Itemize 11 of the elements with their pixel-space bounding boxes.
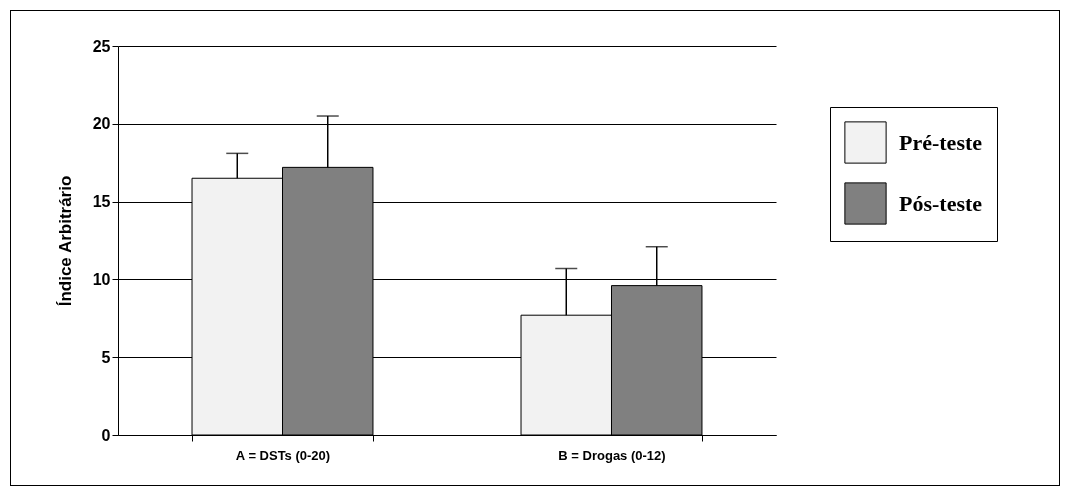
y-tick-label: 25 [92,37,111,55]
y-tick-label: 0 [101,426,111,444]
x-tick-label: A = DSTs (0-20) [235,447,331,463]
legend-label: Pós-teste [899,190,983,216]
legend-label: Pré-teste [899,129,983,155]
y-tick-label: 10 [92,270,111,288]
y-tick-label: 5 [101,348,111,366]
y-tick-label: 20 [92,115,111,133]
y-tick-label: 15 [92,193,111,211]
y-axis-title: Índice Arbitrário [55,175,75,307]
x-tick-label: B = Drogas (0-12) [558,447,666,463]
